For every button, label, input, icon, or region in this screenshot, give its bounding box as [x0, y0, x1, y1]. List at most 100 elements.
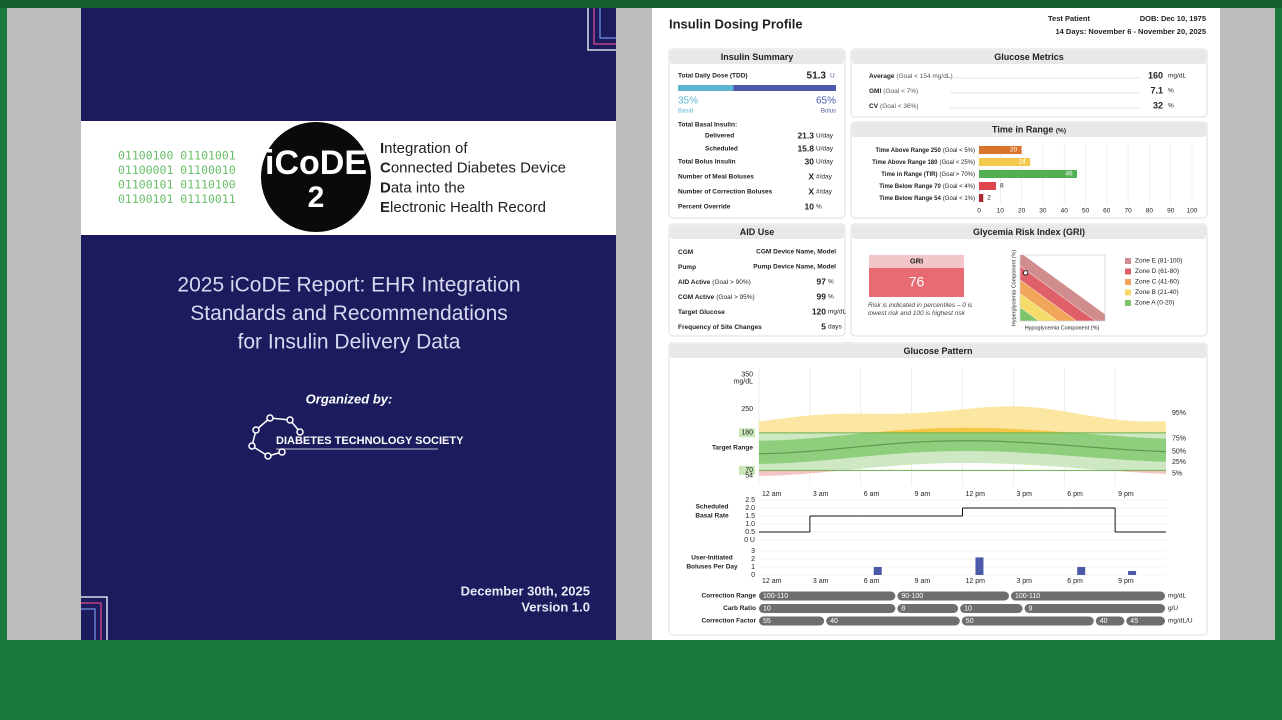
gri-note: Risk is indicated in percentiles – 0 is …	[868, 302, 973, 317]
setting-label: Correction Factor	[701, 618, 756, 625]
zone-swatch	[1125, 289, 1131, 296]
rest: lectronic Health Record	[390, 199, 546, 216]
logo-name: iCoDE	[265, 144, 367, 182]
bolus-label: Boluses Per Day	[686, 564, 738, 571]
setting-value: 100-110	[1015, 593, 1040, 600]
cover-title: 2025 iCoDE Report: EHR Integration	[177, 274, 520, 297]
percentile: 75%	[1172, 436, 1186, 443]
cover-version: Version 1.0	[521, 599, 590, 614]
initial: D	[380, 179, 391, 196]
section-title: Glycemia Risk Index (GRI)	[973, 227, 1085, 237]
aid-unit: mg/dL	[828, 309, 846, 316]
aid-name: Target Glucose	[678, 309, 725, 316]
metric-unit: %	[1168, 103, 1174, 110]
aid-name: Frequency of Site Changes	[678, 324, 762, 331]
tir-name: Time Above Range 250	[875, 148, 941, 154]
basal-name: Basal	[678, 109, 693, 115]
tir-name: Time in Range (TIR)	[881, 172, 937, 178]
patient: Test Patient	[1048, 14, 1090, 23]
x-label: 3 pm	[1016, 491, 1032, 498]
tir-goal: (Goal < 4%)	[943, 184, 975, 190]
aid-value: 97	[817, 276, 827, 286]
gri-label-bg	[869, 255, 964, 268]
x-tick-label: 90	[1167, 208, 1175, 215]
y-tick-label: 2.0	[745, 505, 755, 512]
bolus-pct: 65%	[816, 96, 836, 107]
aid-label: CGM Active (Goal > 95%)	[678, 294, 755, 301]
row-label: Number of Correction Boluses	[678, 189, 773, 196]
aid-goal: (Goal > 90%)	[712, 279, 750, 286]
section-title: AID Use	[740, 227, 775, 237]
x-tick-label: 10	[997, 208, 1005, 215]
bolus-bar	[975, 557, 984, 575]
x-label: 6 pm	[1067, 491, 1083, 498]
row-value: 30	[805, 156, 815, 166]
setting-value: 50	[966, 618, 974, 625]
y-tick-label: 0.5	[745, 529, 755, 536]
row-unit: %	[816, 204, 822, 211]
cover-title: for Insulin Delivery Data	[238, 331, 461, 354]
y-tick-label: 1	[751, 564, 755, 571]
zone-swatch	[1125, 279, 1131, 285]
row-label: Delivered	[705, 133, 734, 140]
metric-goal: (Goal < 7%)	[883, 88, 918, 95]
tir-value: 2	[987, 195, 991, 202]
setting-value: 90-100	[901, 593, 923, 600]
x-label: 12 am	[762, 491, 782, 498]
zone-name: Zone B (21-40)	[1135, 289, 1179, 296]
x-label: 9 am	[915, 491, 931, 498]
tir-goal: (Goal < 25%)	[939, 160, 975, 166]
basal-label: Basal Rate	[695, 513, 729, 520]
row-unit: U/day	[816, 133, 834, 140]
row-label: Number of Meal Boluses	[678, 174, 754, 181]
x-tick-label: 100	[1187, 208, 1198, 215]
cover-date: December 30th, 2025	[461, 583, 590, 598]
basal-bar	[678, 85, 734, 91]
aid-value: CGM Device Name, Model	[756, 249, 836, 256]
setting-pill	[759, 616, 825, 626]
initial: I	[380, 140, 384, 157]
tir-bar	[979, 182, 997, 190]
aid-unit: %	[828, 294, 834, 301]
x-label: 3 pm	[1016, 578, 1032, 585]
row-value: X	[808, 171, 814, 181]
zone-swatch	[1125, 300, 1131, 306]
binary-line: 01100100 01101001	[118, 149, 236, 163]
organized-by: Organized by:	[306, 391, 393, 406]
inner-band	[867, 427, 1076, 433]
cover: iCoDE 2 Organized by: DIABETES TECHNOLOG…	[81, 8, 616, 640]
metric-unit: %	[1168, 88, 1174, 95]
setting-pill	[897, 604, 959, 613]
tir-value: 20	[1010, 147, 1018, 154]
outer-band	[759, 406, 1166, 433]
subtitle-line: Integration of	[380, 140, 468, 157]
setting-unit: g/U	[1168, 605, 1178, 612]
target-label: Target Range	[712, 445, 753, 452]
tir-name: Time Below Range 54	[879, 196, 941, 202]
x-tick-label: 0	[977, 208, 981, 215]
gri-value-bg	[869, 268, 964, 297]
setting-pill	[1095, 616, 1125, 626]
target-tag	[739, 428, 755, 438]
aid-value: 99	[817, 291, 827, 301]
metric-label: CV (Goal < 36%)	[869, 103, 919, 110]
y-unit: mg/dL	[734, 379, 754, 386]
row-unit: U	[830, 73, 835, 80]
tir-bar	[979, 158, 1031, 166]
row-value: 21.3	[797, 130, 814, 140]
setting-value: 8	[901, 605, 905, 612]
section-title: Glucose Metrics	[994, 52, 1064, 62]
binary-line: 01100001 01100010	[118, 163, 236, 177]
setting-unit: mg/dL	[1168, 593, 1186, 600]
initial: C	[380, 160, 391, 177]
aid-value: Pump Device Name, Model	[753, 264, 836, 271]
aid-name: CGM	[678, 249, 693, 256]
row-unit: #/day	[816, 189, 833, 196]
row-label: Total Daily Dose (TDD)	[678, 73, 748, 80]
bolus-name: Bolus	[821, 109, 836, 115]
tir-goal: (Goal > 70%)	[939, 172, 975, 178]
row-unit: U/day	[816, 159, 834, 166]
x-label: 6 am	[864, 491, 880, 498]
section-title: Glucose Pattern	[903, 346, 972, 356]
zone-name: Zone E (81-100)	[1135, 258, 1182, 265]
